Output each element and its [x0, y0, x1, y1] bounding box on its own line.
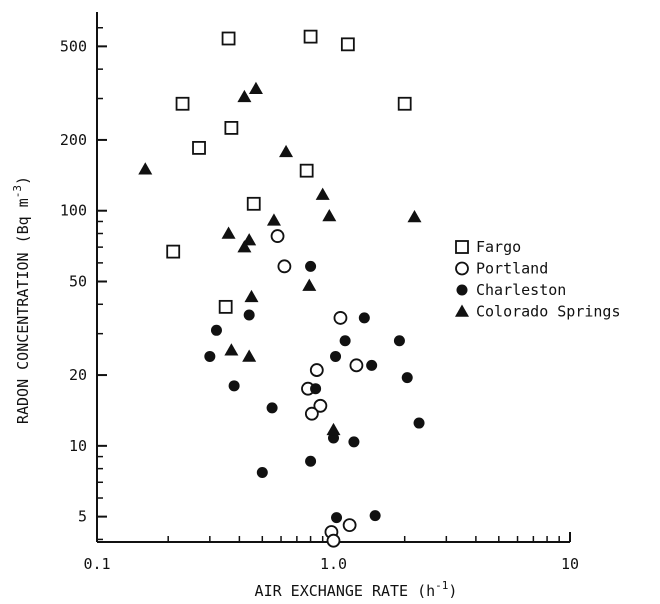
point-fargo — [303, 29, 318, 44]
point-fargo — [340, 37, 355, 52]
point-charleston — [243, 309, 255, 321]
y-tick-label: 5 — [78, 508, 87, 526]
point-colorado-springs — [242, 233, 257, 246]
point-colorado-springs — [244, 289, 259, 303]
point-fargo — [224, 121, 239, 135]
point-colorado-springs — [221, 226, 236, 239]
point-charleston — [210, 324, 222, 336]
point-charleston — [305, 455, 317, 467]
legend-label-charleston: Charleston — [476, 281, 566, 299]
point-charleston — [266, 402, 278, 414]
legend: Fargo Portland Charleston Colorado Springs — [455, 238, 621, 321]
point-charleston — [256, 467, 268, 479]
point-charleston — [393, 335, 405, 347]
point-colorado-springs — [138, 162, 153, 175]
point-fargo — [175, 96, 190, 111]
point-colorado-springs — [315, 187, 330, 200]
point-fargo — [218, 299, 233, 314]
point-charleston — [339, 335, 351, 347]
point-fargo — [192, 140, 206, 155]
point-charleston — [204, 350, 216, 362]
point-fargo — [246, 196, 261, 211]
point-portland — [277, 259, 292, 274]
point-fargo — [397, 96, 412, 111]
point-charleston — [401, 372, 413, 384]
point-colorado-springs — [266, 213, 281, 226]
point-charleston — [348, 436, 360, 448]
point-portland — [313, 398, 328, 413]
point-colorado-springs — [407, 210, 422, 223]
point-portland — [270, 229, 285, 243]
y-tick-label: 50 — [69, 272, 87, 290]
x-axis-label: AIR EXCHANGE RATE (h-1) — [255, 579, 458, 600]
point-colorado-springs — [242, 349, 257, 362]
legend-marker-fargo — [455, 240, 469, 254]
point-colorado-springs — [237, 240, 252, 253]
y-tick-label: 100 — [60, 202, 87, 220]
point-colorado-springs — [279, 144, 294, 158]
point-charleston — [330, 350, 342, 362]
point-colorado-springs — [237, 89, 252, 103]
y-tick-label: 500 — [60, 37, 87, 55]
point-colorado-springs — [248, 81, 263, 95]
point-colorado-springs — [326, 422, 341, 436]
point-fargo — [221, 31, 236, 46]
point-colorado-springs — [224, 343, 239, 356]
point-portland — [333, 311, 348, 325]
data-points — [138, 29, 425, 548]
point-portland — [309, 363, 324, 377]
point-charleston — [369, 510, 381, 522]
y-tick-label: 20 — [69, 366, 87, 384]
point-charleston — [366, 359, 378, 371]
legend-label-fargo: Fargo — [476, 238, 521, 256]
point-charleston — [358, 312, 370, 324]
y-tick-label: 10 — [69, 437, 87, 455]
point-portland — [304, 406, 319, 421]
x-tick-label: 0.1 — [83, 555, 110, 573]
legend-marker-charleston — [456, 284, 468, 296]
x-tick-label: 1.0 — [320, 555, 347, 573]
legend-label-colorado-springs: Colorado Springs — [476, 303, 621, 321]
point-charleston — [305, 260, 317, 272]
point-charleston — [328, 432, 339, 444]
y-tick-label: 200 — [60, 131, 87, 149]
point-portland — [326, 533, 341, 548]
y-axis-label: RADON CONCENTRATION (Bq m-3) — [11, 176, 32, 424]
point-portland — [342, 518, 357, 533]
point-charleston — [228, 380, 240, 392]
point-fargo — [166, 244, 181, 259]
point-fargo — [299, 163, 314, 178]
legend-label-portland: Portland — [476, 260, 548, 278]
ticks: 0.1 1.0 10 5 10 20 50 100 200 500 — [60, 26, 579, 573]
point-portland — [349, 358, 364, 373]
point-charleston — [331, 512, 343, 524]
point-charleston — [310, 383, 322, 395]
point-colorado-springs — [302, 278, 317, 291]
point-colorado-springs — [322, 208, 337, 222]
legend-marker-colorado-springs — [455, 304, 469, 317]
legend-marker-portland — [455, 261, 469, 276]
x-tick-label: 10 — [561, 555, 579, 573]
point-charleston — [413, 417, 425, 429]
